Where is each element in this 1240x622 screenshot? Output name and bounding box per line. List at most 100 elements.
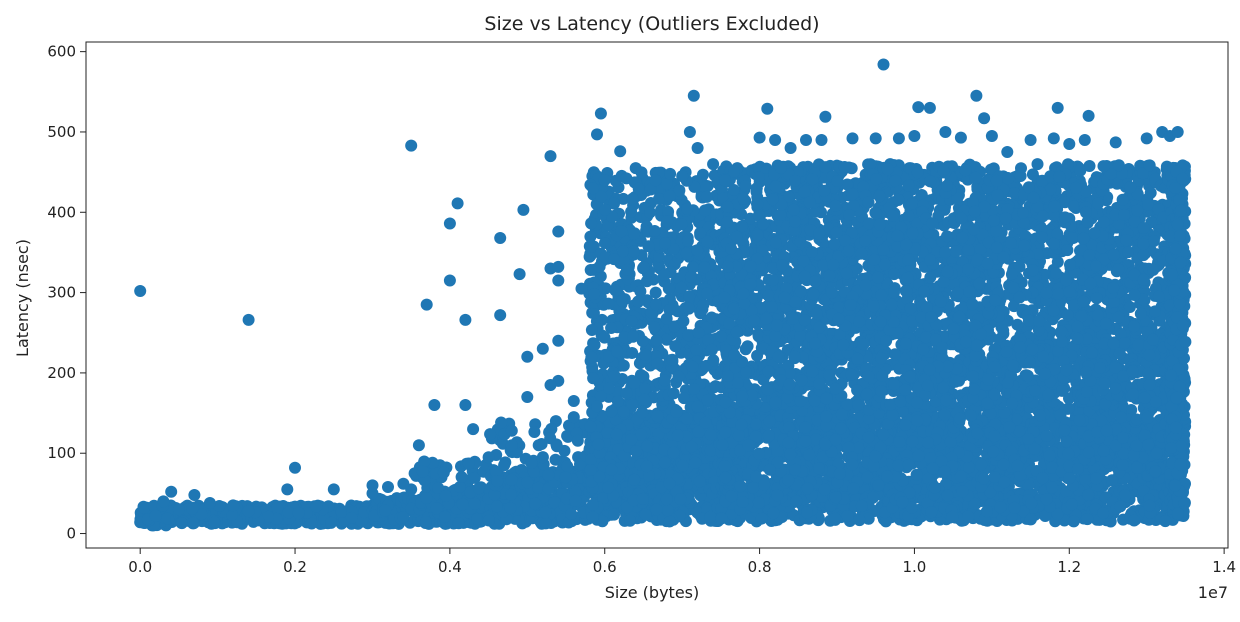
data-point — [1082, 446, 1095, 459]
data-point — [691, 400, 704, 413]
data-point — [1073, 414, 1086, 427]
data-point — [649, 174, 662, 187]
data-point — [536, 451, 549, 464]
data-point — [846, 458, 859, 471]
data-point — [161, 512, 174, 525]
data-point — [688, 383, 701, 395]
data-point — [584, 420, 597, 433]
data-point — [689, 456, 702, 469]
data-point — [675, 281, 688, 294]
data-point — [699, 204, 711, 217]
data-point — [648, 225, 661, 237]
data-point — [938, 408, 951, 421]
data-point — [892, 459, 905, 472]
data-point — [490, 466, 503, 479]
data-point — [725, 490, 738, 503]
data-point — [452, 517, 465, 530]
data-point — [862, 431, 875, 444]
data-point — [755, 512, 768, 525]
data-point — [602, 297, 615, 310]
data-point — [1022, 433, 1035, 445]
data-point — [841, 510, 854, 522]
data-point — [910, 468, 923, 481]
data-point — [762, 429, 775, 442]
data-point — [468, 471, 481, 484]
data-point — [928, 481, 941, 494]
data-point — [715, 512, 728, 525]
data-point — [455, 471, 468, 483]
data-point — [669, 340, 682, 353]
data-point — [616, 294, 629, 307]
data-point — [1141, 411, 1154, 424]
data-point — [675, 218, 688, 231]
data-point — [886, 409, 899, 421]
data-point — [964, 409, 977, 422]
data-point — [587, 307, 600, 319]
data-point — [603, 382, 615, 395]
data-point — [691, 244, 704, 257]
data-point — [591, 400, 603, 413]
data-point — [718, 460, 731, 472]
data-point — [658, 268, 671, 281]
data-point — [1063, 472, 1076, 485]
data-point — [1106, 474, 1118, 487]
data-point — [1116, 459, 1129, 471]
data-point — [829, 512, 841, 525]
data-point — [262, 510, 275, 523]
data-point — [419, 516, 432, 528]
data-point — [924, 452, 937, 465]
data-point — [628, 377, 641, 390]
data-point — [416, 465, 429, 478]
data-point — [1131, 461, 1143, 474]
data-point — [1081, 513, 1094, 526]
data-point — [186, 502, 199, 515]
data-point — [736, 496, 749, 508]
data-point — [1071, 463, 1084, 475]
data-point — [994, 501, 1007, 514]
data-point — [707, 354, 720, 367]
data-point — [496, 437, 509, 450]
data-point — [872, 479, 885, 492]
data-point — [784, 448, 797, 461]
data-point — [632, 295, 645, 308]
data-point — [611, 395, 624, 408]
data-point — [561, 460, 574, 473]
data-point — [881, 470, 894, 483]
data-point — [482, 514, 495, 527]
data-point — [599, 237, 611, 249]
data-point — [592, 438, 605, 451]
data-point — [829, 491, 842, 504]
data-point — [529, 497, 542, 510]
data-point — [667, 387, 680, 400]
data-point — [660, 312, 673, 325]
data-point — [628, 473, 641, 486]
data-point — [956, 485, 969, 498]
data-point — [697, 298, 710, 311]
data-point — [462, 457, 475, 470]
data-point — [962, 510, 975, 523]
data-point — [437, 466, 450, 479]
data-point — [615, 225, 628, 238]
data-point — [1119, 489, 1132, 502]
data-point — [938, 465, 951, 478]
data-point — [681, 202, 694, 215]
data-point — [782, 436, 795, 449]
data-point — [896, 496, 909, 509]
data-point — [663, 190, 676, 203]
data-point — [701, 235, 714, 248]
data-point — [671, 429, 684, 442]
data-point — [692, 425, 705, 438]
data-point — [676, 459, 689, 472]
data-point — [637, 261, 650, 274]
data-point — [662, 282, 675, 295]
data-point — [911, 414, 924, 427]
data-point — [1100, 424, 1113, 437]
data-point — [626, 347, 639, 359]
data-point — [630, 445, 643, 458]
data-point — [925, 506, 938, 519]
data-point — [672, 370, 685, 383]
data-point — [685, 440, 698, 453]
data-point — [649, 298, 662, 311]
data-point — [1008, 501, 1021, 514]
data-point — [1060, 435, 1073, 448]
